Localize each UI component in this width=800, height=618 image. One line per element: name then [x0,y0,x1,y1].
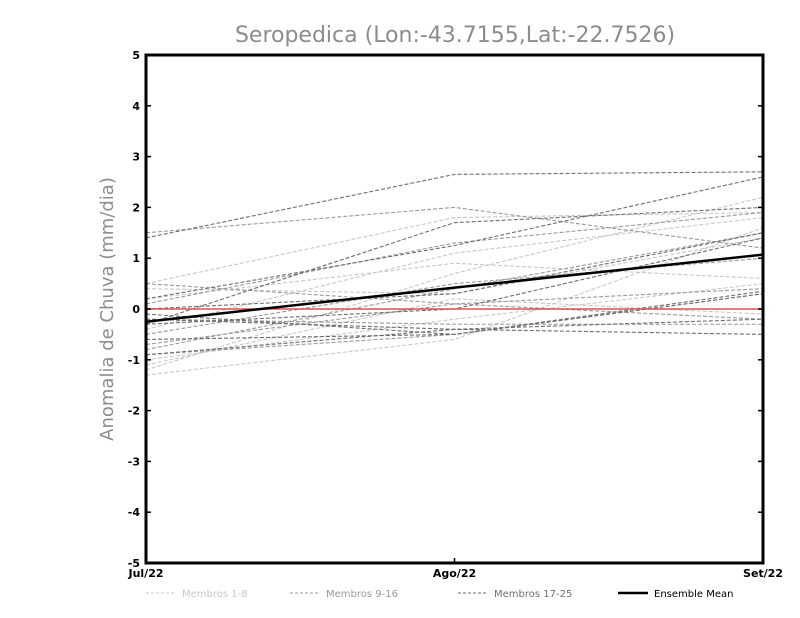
y-tick-label: 1 [132,252,140,265]
member-line-g1-1 [145,211,764,285]
legend-label: Membros 1-8 [182,589,248,600]
x-tick-label: Ago/22 [433,567,476,580]
y-tick-label: 2 [132,201,140,214]
y-tick-label: 3 [132,151,140,164]
y-axis-label: Anomalia de Chuva (mm/dia) [97,177,118,441]
data-layer [145,171,764,376]
y-tick-label: -3 [128,455,140,468]
member-line-g3-9 [145,318,764,335]
legend-label: Membros 9-16 [326,589,398,600]
member-line-g3-8 [145,290,764,341]
member-line-g2-4 [145,211,764,305]
member-line-g3-1 [145,171,764,239]
ticks-layer: -5 -4 -3 -2 -1 0 1 2 3 4 5 Jul/22 Ago/22 Set/22 [127,49,783,580]
member-line-g1-8 [145,298,764,366]
member-line-g2-1 [145,206,764,249]
ensemble-mean-line [145,253,764,323]
legend-label: Membros 17-25 [494,589,572,600]
y-tick-label: -1 [128,354,140,367]
x-tick-label: Set/22 [743,567,783,580]
member-line-g1-3 [145,196,764,371]
y-tick-label: 4 [132,100,140,113]
y-tick-label: -5 [128,557,140,570]
chart-title: Seropedica (Lon:-43.7155,Lat:-22.7526) [235,23,675,48]
y-tick-label: -4 [128,506,141,519]
y-tick-label: 5 [132,49,140,62]
y-tick-label: -2 [128,405,140,418]
legend: Membros 1-8 Membros 9-16 Membros 17-25 Ense… [146,589,733,600]
member-line-g1-2 [145,227,764,376]
y-tick-label: 0 [132,303,140,316]
legend-label: Ensemble Mean [654,589,733,600]
member-line-g3-3 [145,206,764,325]
member-line-g2-3 [145,257,764,335]
member-line-g1-4 [145,262,764,300]
member-line-g3-4 [145,232,764,310]
member-line-g3-2 [145,176,764,300]
x-tick-label: Jul/22 [127,567,163,580]
member-line-g2-6 [145,288,764,346]
